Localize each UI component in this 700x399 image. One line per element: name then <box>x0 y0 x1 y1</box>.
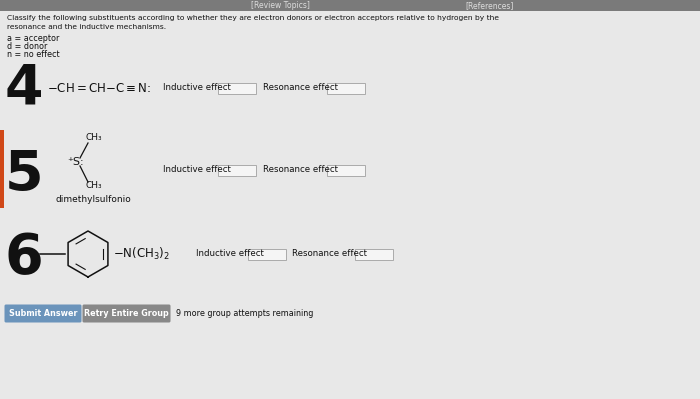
Text: 5: 5 <box>5 148 43 202</box>
Text: Classify the following substituents according to whether they are electron donor: Classify the following substituents acco… <box>7 15 499 21</box>
FancyBboxPatch shape <box>327 164 365 176</box>
Text: a = acceptor: a = acceptor <box>7 34 60 43</box>
Text: Inductive effect: Inductive effect <box>163 166 231 174</box>
Text: $-$N(CH$_3$)$_2$: $-$N(CH$_3$)$_2$ <box>113 246 170 262</box>
Text: Inductive effect: Inductive effect <box>196 249 264 259</box>
FancyBboxPatch shape <box>4 304 81 322</box>
Text: CH₃: CH₃ <box>86 134 103 142</box>
Text: Resonance effect: Resonance effect <box>263 166 338 174</box>
Text: dimethylsulfonio: dimethylsulfonio <box>55 196 131 205</box>
Text: [Review Topics]: [Review Topics] <box>251 2 309 10</box>
Text: n = no effect: n = no effect <box>7 50 60 59</box>
Text: [References]: [References] <box>466 2 514 10</box>
Text: $-$CH$=$CH$-$C$\equiv$N:: $-$CH$=$CH$-$C$\equiv$N: <box>47 81 151 95</box>
Text: Resonance effect: Resonance effect <box>292 249 367 259</box>
Text: Resonance effect: Resonance effect <box>263 83 338 93</box>
FancyBboxPatch shape <box>0 130 4 208</box>
FancyBboxPatch shape <box>327 83 365 93</box>
FancyBboxPatch shape <box>83 304 171 322</box>
FancyBboxPatch shape <box>0 0 700 11</box>
Text: Submit Answer: Submit Answer <box>8 309 77 318</box>
FancyBboxPatch shape <box>218 83 256 93</box>
Text: CH₃: CH₃ <box>86 182 103 190</box>
Text: d = donor: d = donor <box>7 42 48 51</box>
FancyBboxPatch shape <box>355 249 393 259</box>
Text: 6: 6 <box>5 231 43 285</box>
Text: resonance and the inductive mechanisms.: resonance and the inductive mechanisms. <box>7 24 166 30</box>
Text: Inductive effect: Inductive effect <box>163 83 231 93</box>
Text: ⁺S:: ⁺S: <box>67 157 83 167</box>
FancyBboxPatch shape <box>248 249 286 259</box>
Text: Retry Entire Group: Retry Entire Group <box>83 309 169 318</box>
Text: 9 more group attempts remaining: 9 more group attempts remaining <box>176 309 314 318</box>
FancyBboxPatch shape <box>218 164 256 176</box>
Text: 4: 4 <box>5 61 43 115</box>
